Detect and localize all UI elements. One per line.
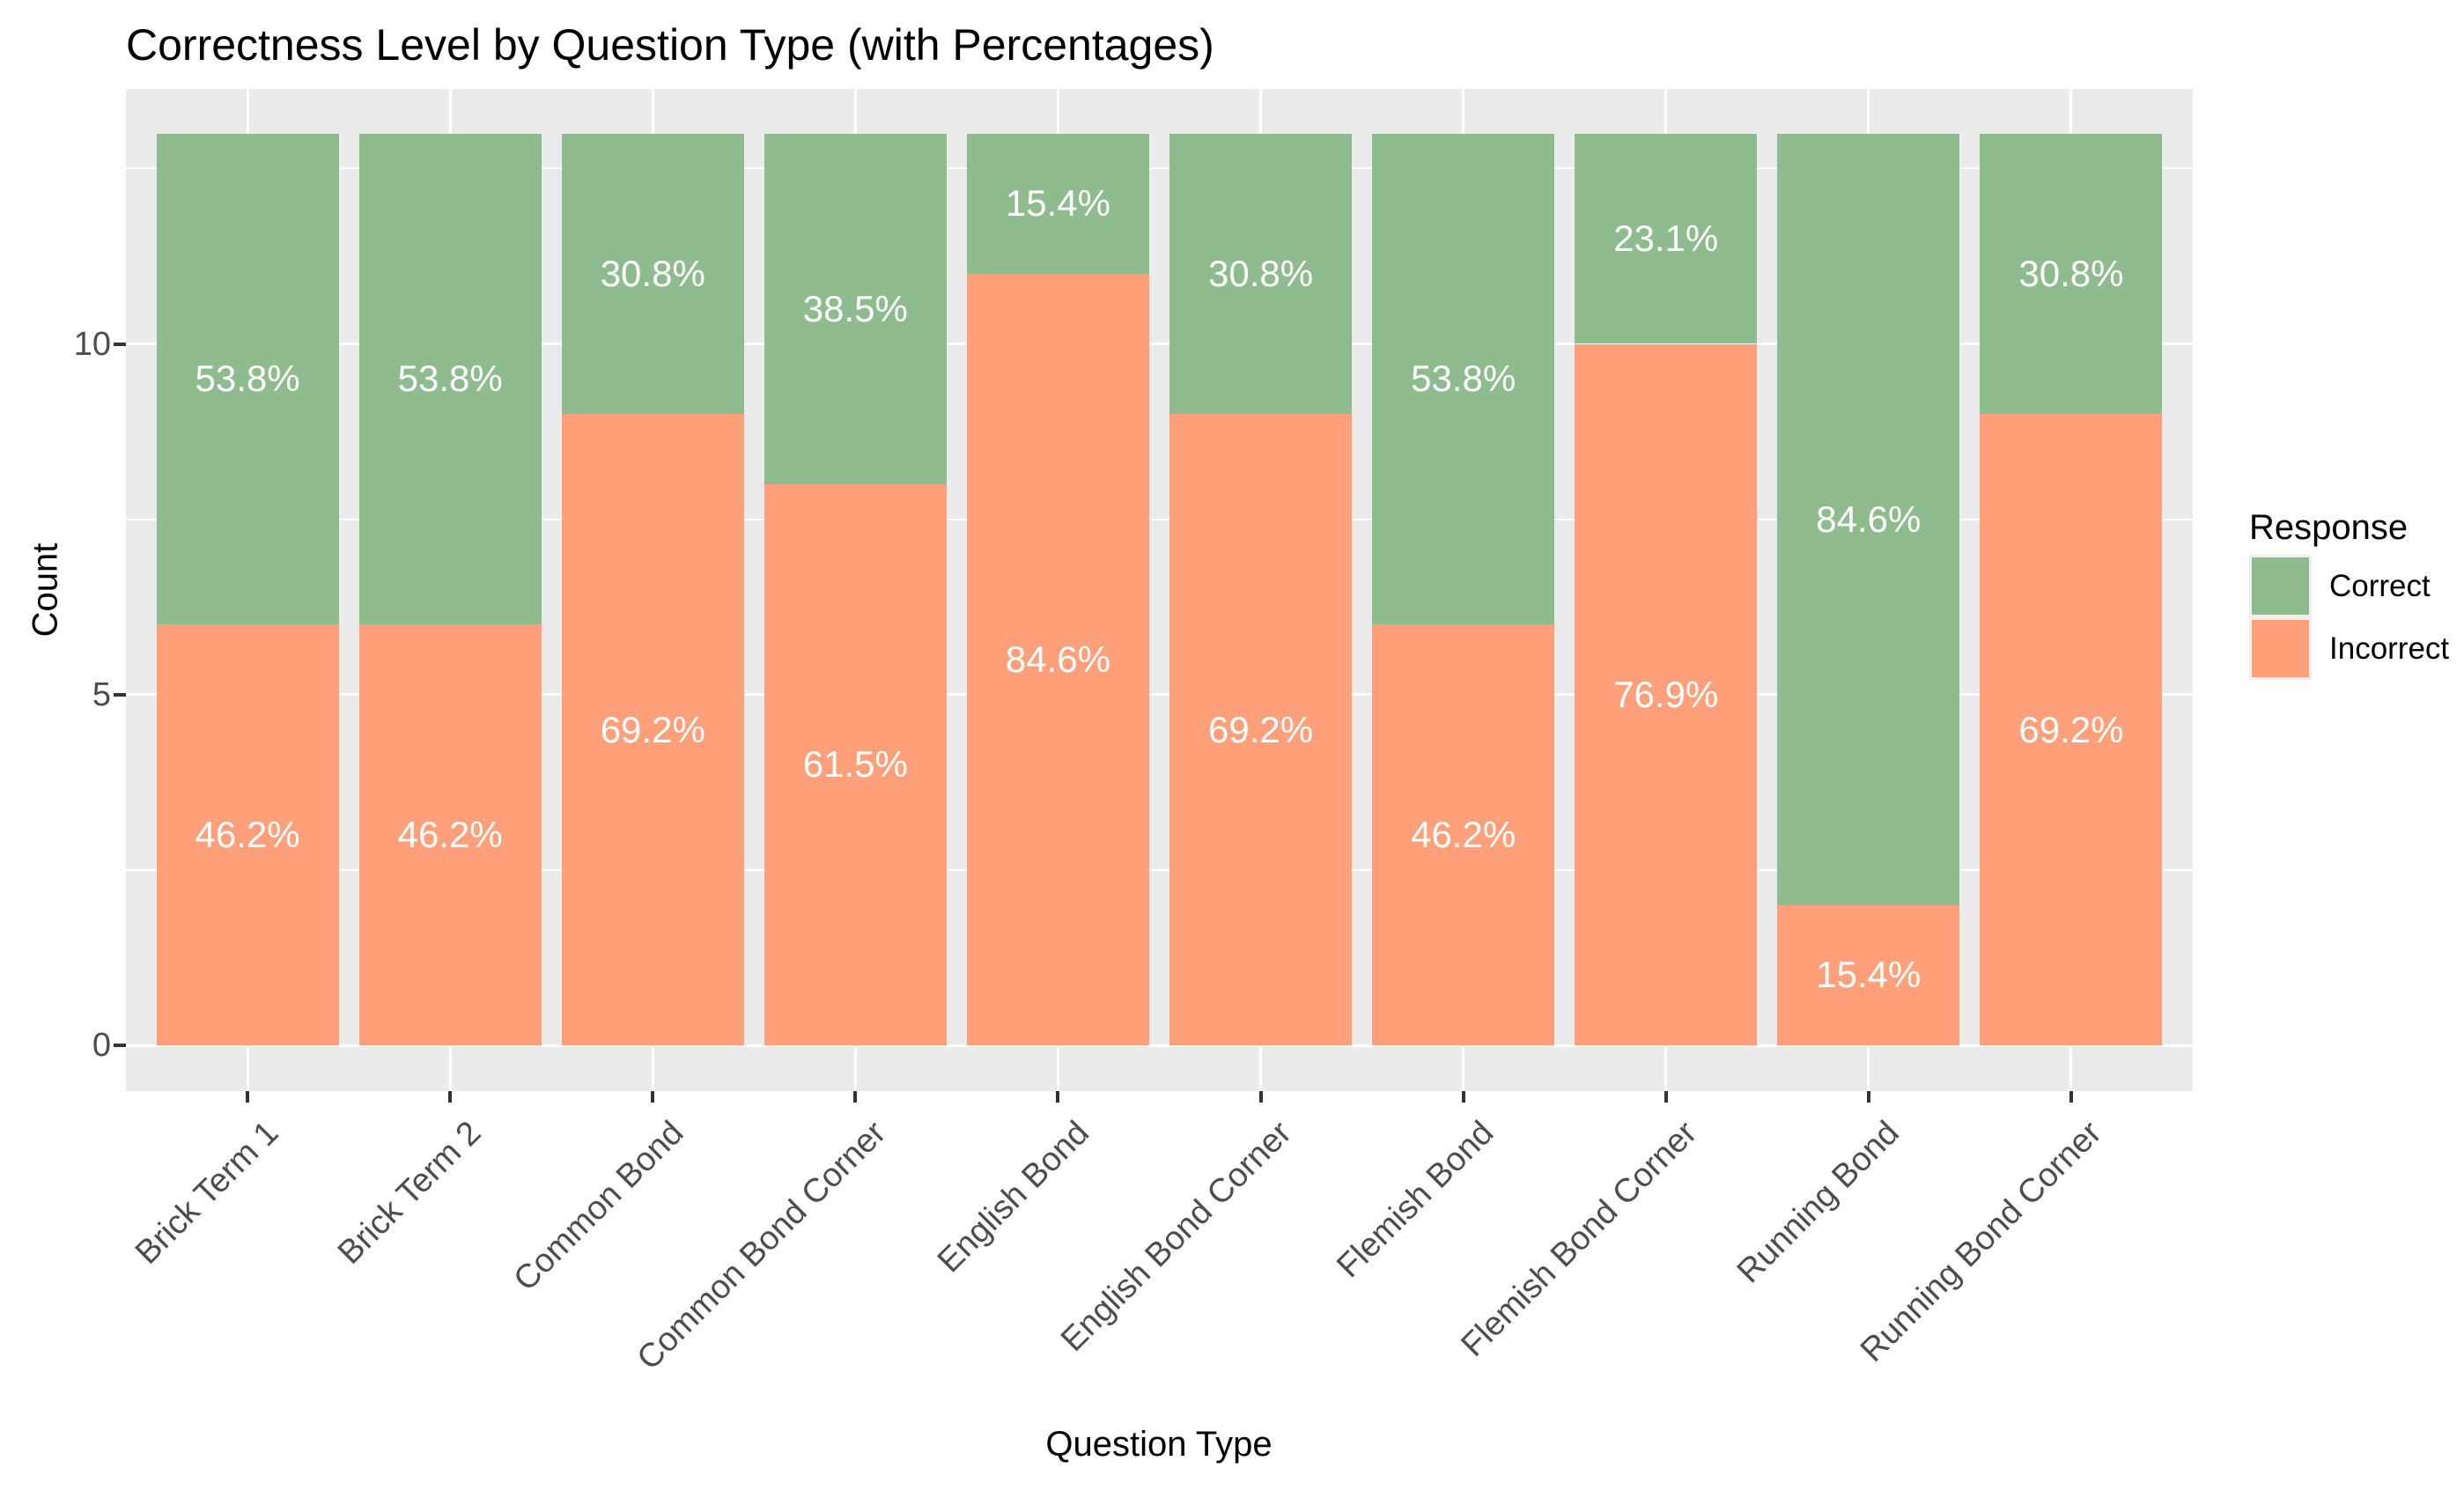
bar-segment-incorrect <box>1777 904 1960 1045</box>
bar-label-correct: 84.6% <box>1816 498 1922 540</box>
bar-label-incorrect: 69.2% <box>2018 708 2124 750</box>
y-tick-mark <box>114 342 126 346</box>
bar-label-correct: 30.8% <box>2018 252 2124 294</box>
bar-segment-correct <box>1372 133 1555 625</box>
legend-item: Incorrect <box>2249 617 2449 680</box>
x-tick-mark <box>2069 1091 2073 1103</box>
bar-segment-correct <box>764 133 947 484</box>
bar-label-incorrect: 69.2% <box>1208 708 1314 750</box>
bar-segment-incorrect <box>1980 414 2163 1045</box>
bar-label-incorrect: 84.6% <box>1005 638 1110 680</box>
legend-key-swatch <box>2249 555 2312 617</box>
bar-label-correct: 53.8% <box>1411 358 1516 400</box>
x-tick-mark <box>1461 1091 1465 1103</box>
x-tick-label: Common Bond <box>506 1114 691 1299</box>
x-tick-mark <box>651 1091 655 1103</box>
x-tick-mark <box>1258 1091 1263 1103</box>
x-tick-mark <box>853 1091 858 1103</box>
bar-segment-correct <box>358 133 542 625</box>
x-tick-label: Flemish Bond Corner <box>1454 1114 1704 1364</box>
legend: Response Correct Incorrect <box>2249 507 2449 680</box>
legend-title: Response <box>2249 508 2409 547</box>
legend-key-swatch <box>2249 617 2312 680</box>
x-tick-label: Running Bond <box>1730 1114 1907 1291</box>
legend-item-label: Correct <box>2329 568 2431 603</box>
y-tick-label: 5 <box>92 675 111 713</box>
bar-label-incorrect: 46.2% <box>1411 814 1516 856</box>
gridline-minor <box>126 868 2193 871</box>
gridline-minor <box>126 167 2193 170</box>
y-axis-title: Count <box>26 542 65 638</box>
bar-label-incorrect: 76.9% <box>1613 673 1719 715</box>
bar-label-correct: 30.8% <box>600 252 705 294</box>
x-tick-label: Brick Term 2 <box>330 1114 489 1272</box>
bar-segment-incorrect <box>1575 343 1758 1045</box>
x-tick-label: Flemish Bond <box>1330 1114 1501 1286</box>
y-tick-mark <box>114 692 126 697</box>
bar-label-correct: 53.8% <box>195 358 300 400</box>
bar-label-incorrect: 46.2% <box>195 814 300 856</box>
bar-label-incorrect: 46.2% <box>397 814 503 856</box>
bar-label-correct: 53.8% <box>397 358 503 400</box>
legend-items: Correct Incorrect <box>2249 555 2449 680</box>
bar-segment-correct <box>1169 133 1353 415</box>
bar-segment-correct <box>156 133 339 625</box>
bar-label-correct: 15.4% <box>1005 182 1110 225</box>
x-axis-title: Question Type <box>1045 1425 1273 1464</box>
bar-segment-incorrect <box>156 624 339 1045</box>
x-tick-mark <box>1056 1091 1060 1103</box>
legend-item: Correct <box>2249 555 2449 617</box>
gridline-major <box>126 693 2193 697</box>
bar-segment-correct <box>1980 133 2163 415</box>
x-tick-mark <box>448 1091 453 1103</box>
bar-label-incorrect: 61.5% <box>802 743 908 786</box>
bar-segment-correct <box>966 133 1149 274</box>
bar-segment-correct <box>1777 133 1960 905</box>
x-tick-label: English Bond Corner <box>1053 1114 1299 1359</box>
gridline-minor <box>126 518 2193 520</box>
chart-title: Correctness Level by Question Type (with… <box>126 20 1214 70</box>
bar-label-correct: 23.1% <box>1613 218 1719 260</box>
x-tick-mark <box>246 1091 250 1103</box>
y-tick-label: 10 <box>73 325 111 363</box>
bar-segment-incorrect <box>966 273 1149 1045</box>
bar-segment-correct <box>561 133 744 415</box>
gridline-major <box>126 1044 2193 1047</box>
bar-label-correct: 38.5% <box>802 287 908 329</box>
bar-label-incorrect: 15.4% <box>1816 954 1922 996</box>
x-tick-mark <box>1866 1091 1870 1103</box>
bar-segment-incorrect <box>1372 624 1555 1045</box>
bar-segment-correct <box>1575 133 1758 344</box>
bar-label-correct: 30.8% <box>1208 252 1314 294</box>
bar-label-incorrect: 69.2% <box>600 708 705 750</box>
x-tick-label: English Bond <box>930 1114 1096 1280</box>
x-tick-mark <box>1664 1091 1668 1103</box>
bar-segment-incorrect <box>561 414 744 1045</box>
y-tick-mark <box>114 1044 126 1047</box>
plot-panel: 46.2% 53.8% 46.2% 53.8% 69.2% 30.8% 61.5% 38.5%… <box>126 89 2193 1091</box>
bar-segment-incorrect <box>1169 414 1353 1045</box>
y-tick-label: 0 <box>92 1027 111 1064</box>
bar-segment-incorrect <box>764 483 947 1045</box>
gridline-major <box>126 343 2193 345</box>
bar-segment-incorrect <box>358 624 542 1045</box>
legend-item-label: Incorrect <box>2329 631 2450 666</box>
x-tick-label: Brick Term 1 <box>128 1114 286 1272</box>
